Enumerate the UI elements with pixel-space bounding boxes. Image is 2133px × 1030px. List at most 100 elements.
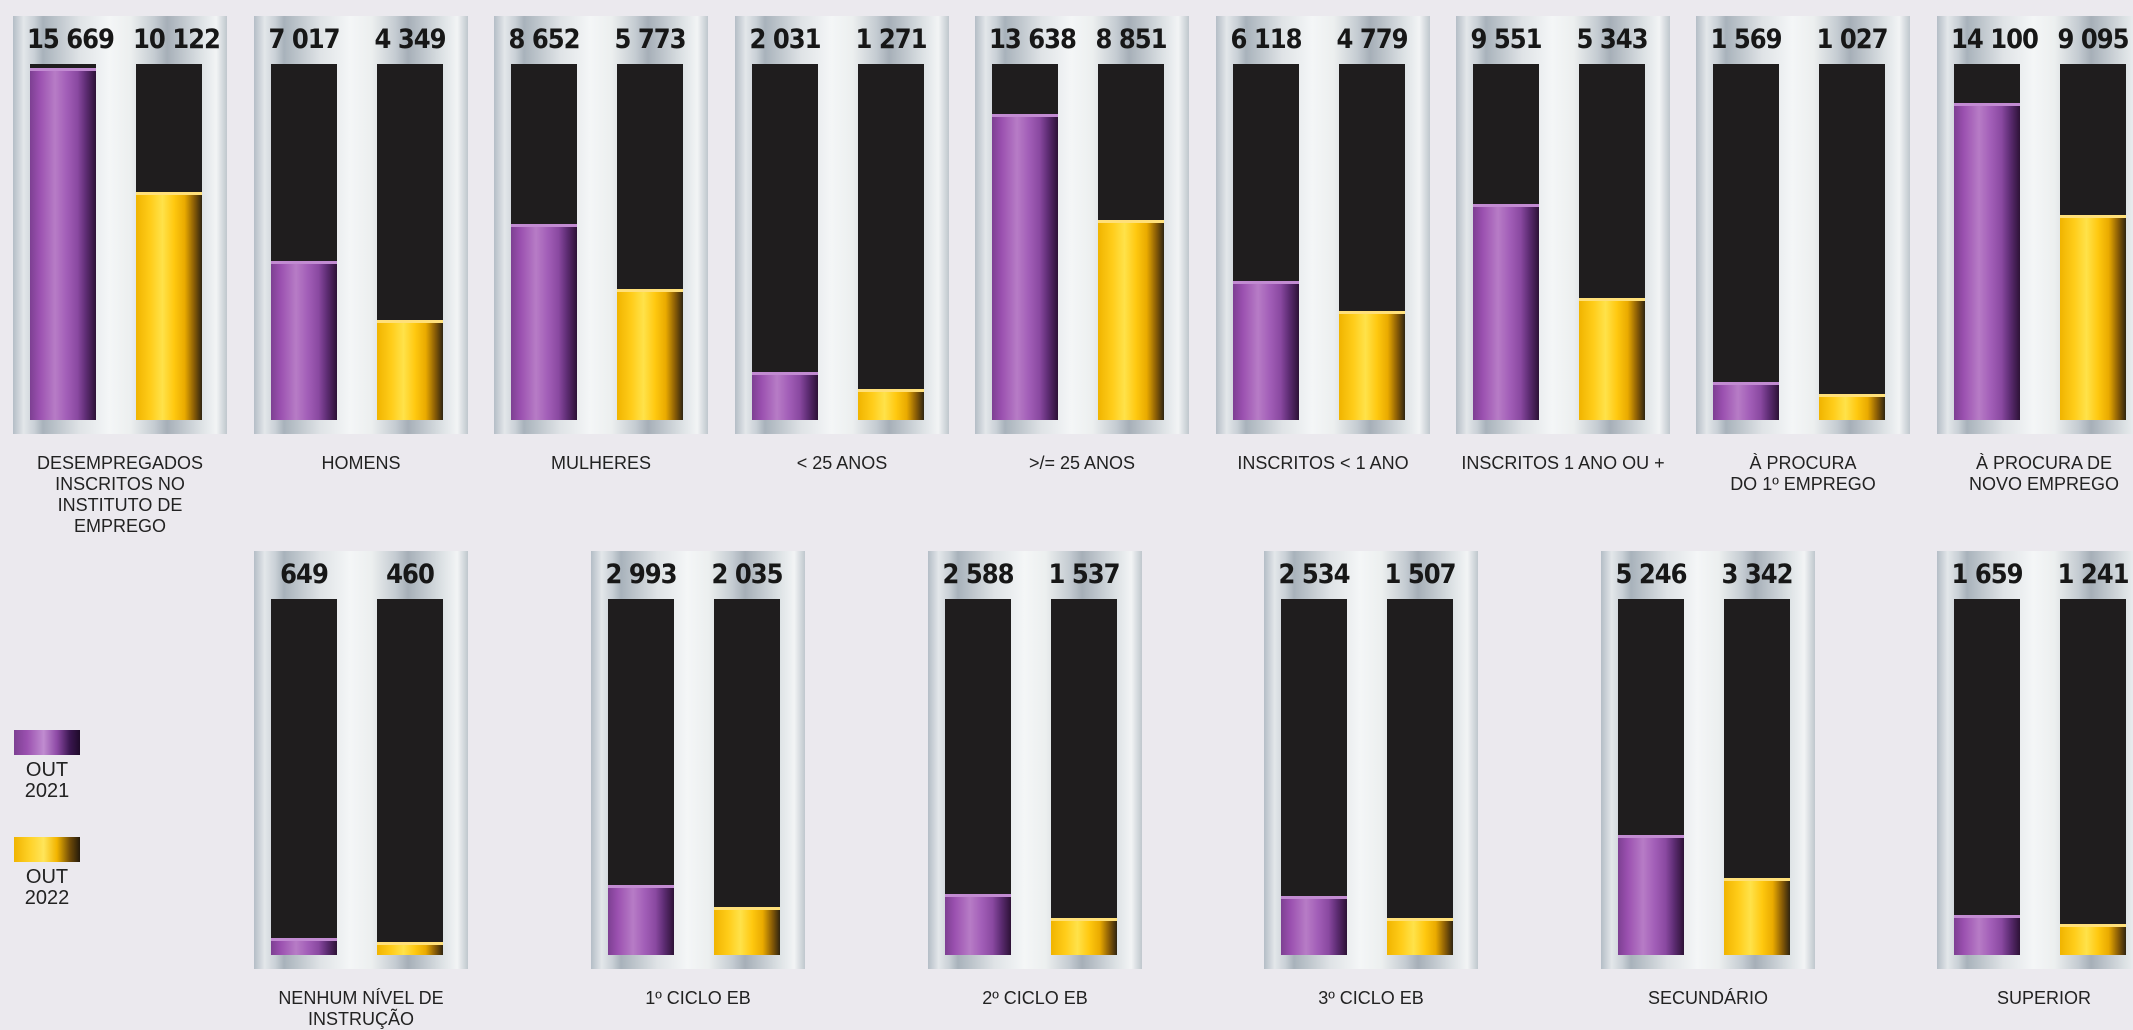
bar-track	[1724, 599, 1790, 955]
data-label-2021: 15 669	[27, 24, 115, 55]
category-label: SECUNDÁRIO	[1647, 988, 1768, 1008]
bar-2022	[617, 289, 683, 420]
bar-group: 13 638 8 851	[975, 16, 1189, 434]
data-label-2021: 13 638	[989, 24, 1077, 55]
category-label: >/= 25 ANOS	[1028, 453, 1136, 473]
bar-track	[2060, 599, 2126, 955]
bar-2021	[1281, 896, 1347, 955]
bar-2021	[1713, 382, 1779, 420]
bar-2022	[1579, 298, 1645, 420]
bar-track	[1618, 599, 1684, 955]
data-label-2021: 2 993	[605, 559, 677, 590]
bar-2022	[377, 942, 443, 955]
bar-2022	[2060, 924, 2126, 955]
data-label-2021: 2 588	[942, 559, 1014, 590]
category-label: MULHERES	[550, 453, 652, 473]
bar-2021	[992, 114, 1058, 420]
legend-swatch-2021	[14, 730, 80, 755]
bar-group: 2 031 1 271	[735, 16, 949, 434]
data-label-2022: 460	[386, 559, 435, 590]
bar-track	[608, 599, 674, 955]
bar-2021	[608, 885, 674, 955]
bar-2022	[1098, 220, 1164, 420]
bar-2022	[1339, 311, 1405, 420]
category-label: À PROCURA DO 1º EMPREGO	[1730, 453, 1876, 494]
bar-2021	[271, 938, 337, 955]
bar-group: 5 246 3 342	[1601, 551, 1815, 969]
category-label: SUPERIOR	[1996, 988, 2092, 1008]
bar-track	[752, 64, 818, 420]
bar-track	[1387, 599, 1453, 955]
data-label-2021: 1 659	[1951, 559, 2023, 590]
bar-track	[377, 64, 443, 420]
bar-track	[30, 64, 96, 420]
data-label-2021: 2 534	[1278, 559, 1350, 590]
bar-track	[377, 599, 443, 955]
bar-2021	[1473, 204, 1539, 420]
legend-swatch-2022	[14, 837, 80, 862]
data-label-2021: 14 100	[1951, 24, 2039, 55]
bar-group: 7 017 4 349	[254, 16, 468, 434]
bar-track	[1954, 64, 2020, 420]
category-label: 1º CICLO EB	[645, 988, 751, 1008]
bar-2022	[377, 320, 443, 420]
data-label-2021: 5 246	[1615, 559, 1687, 590]
data-label-2021: 9 551	[1470, 24, 1542, 55]
data-label-2021: 1 569	[1710, 24, 1782, 55]
bar-2021	[271, 261, 337, 420]
data-label-2022: 5 773	[614, 24, 686, 55]
bar-track	[1954, 599, 2020, 955]
bar-2022	[1387, 918, 1453, 955]
bar-group: 8 652 5 773	[494, 16, 708, 434]
bar-2021	[1954, 103, 2020, 420]
bar-group: 6 118 4 779	[1216, 16, 1430, 434]
bar-group: 9 551 5 343	[1456, 16, 1670, 434]
bar-2021	[30, 68, 96, 420]
bar-2021	[1233, 281, 1299, 420]
data-label-2022: 10 122	[133, 24, 221, 55]
data-label-2022: 3 342	[1721, 559, 1793, 590]
bar-group: 2 534 1 507	[1264, 551, 1478, 969]
bar-track	[1098, 64, 1164, 420]
category-label: À PROCURA DE NOVO EMPREGO	[1968, 453, 2120, 494]
data-label-2022: 1 507	[1384, 559, 1456, 590]
category-label: NENHUM NÍVEL DE INSTRUÇÃO	[278, 988, 444, 1029]
bar-2021	[511, 224, 577, 420]
category-label: INSCRITOS 1 ANO OU +	[1461, 453, 1665, 473]
bar-track	[1579, 64, 1645, 420]
bar-2021	[945, 894, 1011, 955]
data-label-2022: 4 349	[374, 24, 446, 55]
bar-group: 14 100 9 095	[1937, 16, 2133, 434]
bar-group: 649 460	[254, 551, 468, 969]
data-label-2022: 2 035	[711, 559, 783, 590]
bar-track	[1473, 64, 1539, 420]
data-label-2022: 4 779	[1336, 24, 1408, 55]
data-label-2021: 2 031	[749, 24, 821, 55]
bar-2021	[1954, 915, 2020, 955]
bar-group: 2 588 1 537	[928, 551, 1142, 969]
bar-group: 2 993 2 035	[591, 551, 805, 969]
bar-2022	[858, 389, 924, 420]
bar-2022	[2060, 215, 2126, 420]
bar-track	[1051, 599, 1117, 955]
data-label-2022: 8 851	[1095, 24, 1167, 55]
bar-track	[1339, 64, 1405, 420]
category-label: 2º CICLO EB	[982, 988, 1088, 1008]
bar-track	[1713, 64, 1779, 420]
bar-track	[271, 64, 337, 420]
data-label-2022: 1 027	[1816, 24, 1888, 55]
bar-track	[714, 599, 780, 955]
data-label-2021: 7 017	[268, 24, 340, 55]
data-label-2022: 9 095	[2057, 24, 2129, 55]
bar-2022	[1051, 918, 1117, 955]
data-label-2022: 5 343	[1576, 24, 1648, 55]
category-label: < 25 ANOS	[796, 453, 888, 473]
bar-track	[992, 64, 1058, 420]
legend-label-2021: OUT 2021	[24, 759, 70, 802]
data-label-2021: 6 118	[1230, 24, 1302, 55]
bar-track	[1233, 64, 1299, 420]
category-label: HOMENS	[321, 453, 401, 473]
bar-2021	[752, 372, 818, 420]
bar-track	[1281, 599, 1347, 955]
bar-group: 1 569 1 027	[1696, 16, 1910, 434]
